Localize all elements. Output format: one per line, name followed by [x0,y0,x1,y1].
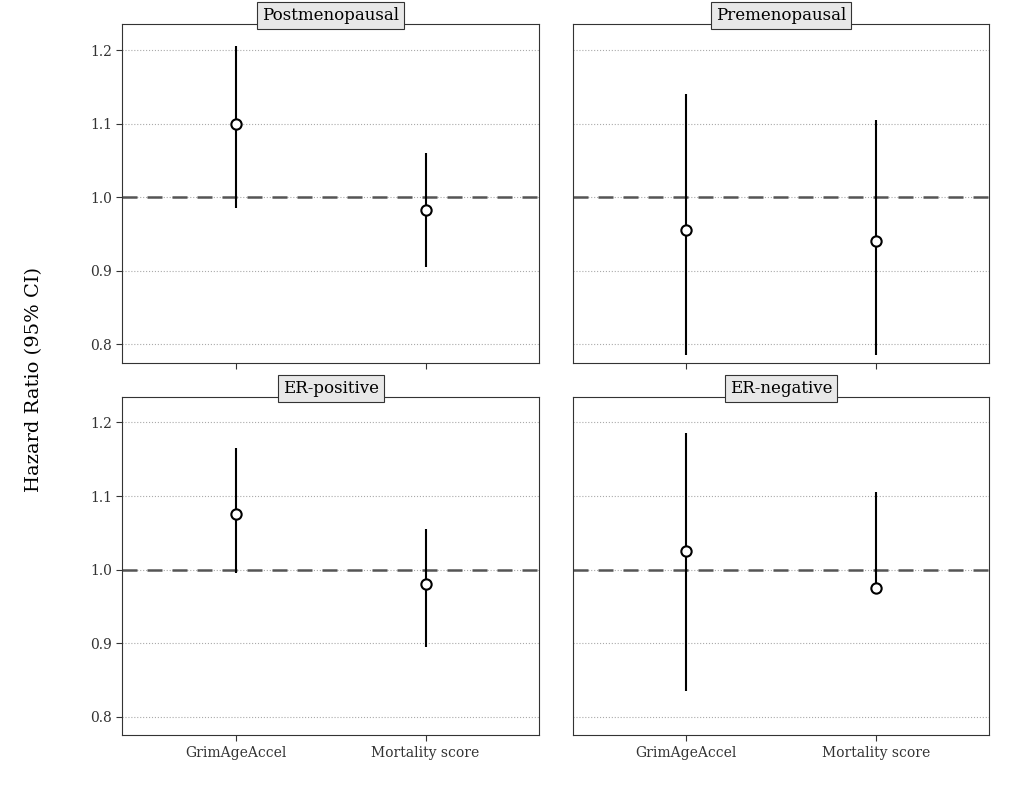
Point [417,204,433,217]
Point [227,117,244,130]
Point [678,224,694,237]
Text: Postmenopausal: Postmenopausal [262,7,398,24]
Text: ER-negative: ER-negative [729,380,832,397]
Text: Premenopausal: Premenopausal [715,7,846,24]
Text: Hazard Ratio (95% CI): Hazard Ratio (95% CI) [25,267,44,492]
Point [227,508,244,521]
Point [678,545,694,558]
Point [867,582,883,595]
Point [867,235,883,248]
Point [417,578,433,591]
Text: ER-positive: ER-positive [282,380,378,397]
